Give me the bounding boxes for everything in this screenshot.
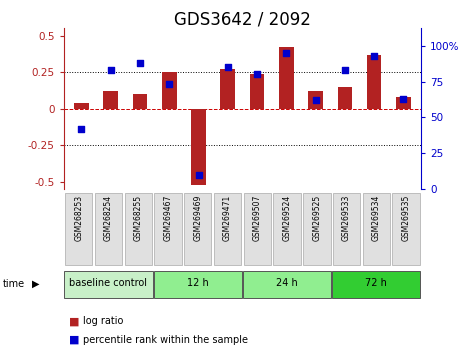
Text: GDS3642 / 2092: GDS3642 / 2092 [174, 11, 311, 29]
Bar [104, 91, 118, 109]
Text: GSM268255: GSM268255 [134, 195, 143, 241]
Bar [191, 109, 206, 185]
Text: GSM269534: GSM269534 [372, 195, 381, 241]
Text: 12 h: 12 h [187, 279, 209, 289]
Bar [363, 193, 390, 265]
Point [136, 60, 144, 66]
Text: ▶: ▶ [32, 279, 40, 289]
Bar [214, 193, 241, 265]
Text: log ratio: log ratio [83, 316, 123, 326]
Bar [243, 270, 331, 298]
Point [224, 64, 232, 70]
Text: GSM269507: GSM269507 [253, 195, 262, 241]
Text: GSM269467: GSM269467 [164, 195, 173, 241]
Point [195, 172, 202, 178]
Bar [64, 270, 152, 298]
Bar [393, 193, 420, 265]
Point [341, 67, 349, 73]
Bar [244, 193, 271, 265]
Bar [333, 270, 420, 298]
Bar [273, 193, 301, 265]
Bar [308, 91, 323, 109]
Point [312, 97, 319, 103]
Text: ■: ■ [69, 316, 79, 326]
Text: GSM269469: GSM269469 [193, 195, 202, 241]
Bar [162, 72, 176, 109]
Bar [74, 103, 89, 109]
Point [400, 96, 407, 102]
Bar [338, 87, 352, 109]
Bar [95, 193, 122, 265]
Bar [154, 270, 242, 298]
Bar [279, 47, 294, 109]
Bar [154, 193, 182, 265]
Text: time: time [2, 279, 25, 289]
Text: GSM268253: GSM268253 [74, 195, 83, 241]
Bar [250, 74, 264, 109]
Text: GSM268254: GSM268254 [104, 195, 113, 241]
Point [370, 53, 378, 58]
Text: 24 h: 24 h [276, 279, 298, 289]
Text: GSM269525: GSM269525 [312, 195, 321, 241]
Bar [124, 193, 152, 265]
Point [107, 67, 114, 73]
Point [282, 50, 290, 56]
Text: GSM269471: GSM269471 [223, 195, 232, 241]
Bar [184, 193, 211, 265]
Text: GSM269535: GSM269535 [402, 195, 411, 241]
Bar [333, 193, 360, 265]
Bar [367, 55, 381, 109]
Bar [132, 94, 147, 109]
Text: GSM269524: GSM269524 [282, 195, 291, 241]
Bar [396, 97, 411, 109]
Text: baseline control: baseline control [70, 279, 148, 289]
Bar [220, 69, 235, 109]
Bar [65, 193, 92, 265]
Text: percentile rank within the sample: percentile rank within the sample [83, 335, 248, 345]
Text: 72 h: 72 h [366, 279, 387, 289]
Text: ■: ■ [69, 335, 79, 345]
Bar [303, 193, 331, 265]
Point [166, 81, 173, 87]
Point [78, 126, 85, 132]
Text: GSM269533: GSM269533 [342, 195, 351, 241]
Point [253, 72, 261, 77]
